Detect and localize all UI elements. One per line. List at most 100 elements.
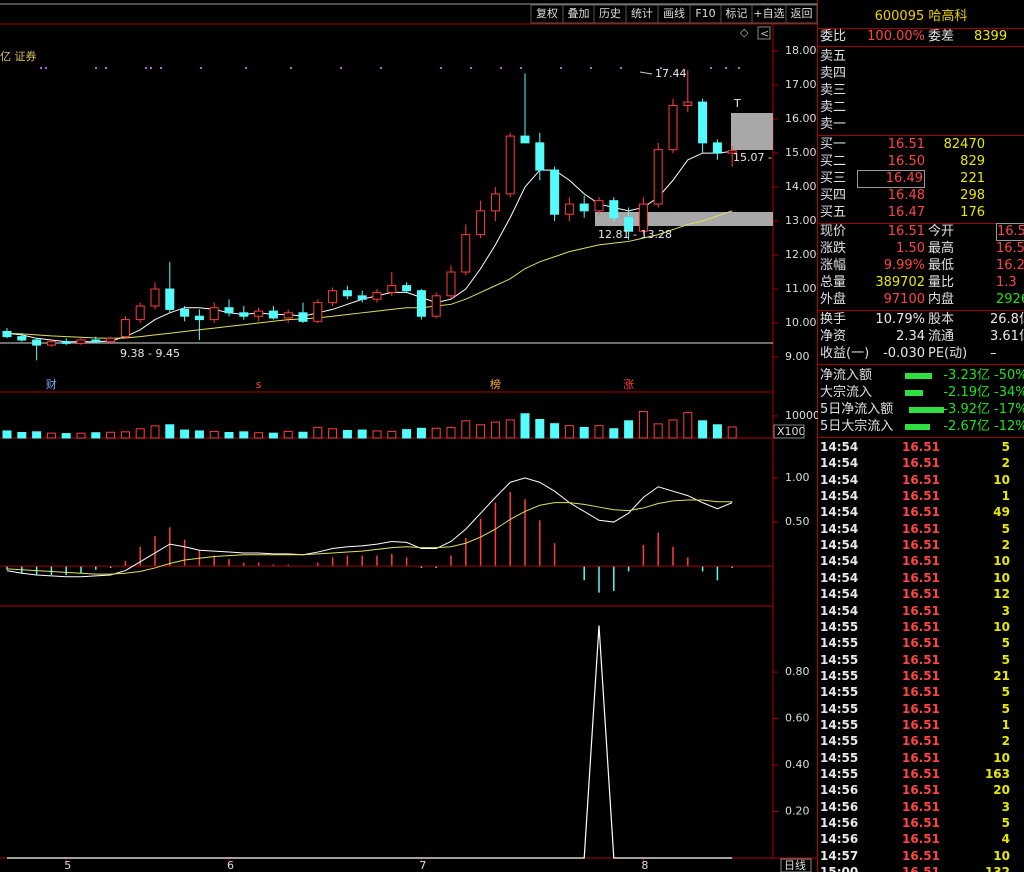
toolbar-button-label[interactable]: 复权 xyxy=(536,6,558,20)
event-marker[interactable]: 涨 xyxy=(623,378,634,391)
trade-volume: 10 xyxy=(993,554,1010,569)
trade-price: 16.51 xyxy=(902,619,940,634)
y-tick-label: 0.40 xyxy=(785,758,810,771)
candle-body xyxy=(268,310,278,319)
flow-label: 5日净流入额 xyxy=(820,402,894,417)
trade-time: 14:54 xyxy=(820,472,859,487)
event-marker[interactable]: s xyxy=(256,378,262,391)
candle-body xyxy=(668,104,678,151)
flow-value: -2.67亿 xyxy=(943,419,990,434)
candle-body xyxy=(579,203,589,212)
candle-body xyxy=(372,291,382,300)
volume-bar xyxy=(550,423,560,439)
toolbar-button-label[interactable]: 标记 xyxy=(726,6,748,20)
candle-body xyxy=(505,135,515,195)
toolbar-button-label[interactable]: +自选 xyxy=(753,7,784,20)
trade-time: 15:00 xyxy=(820,864,858,872)
volume-bar xyxy=(461,420,471,439)
trade-time: 14:54 xyxy=(820,570,859,585)
volume-bar xyxy=(505,419,515,439)
y-tick-label: 15.00 xyxy=(785,146,817,159)
toolbar-button-label[interactable]: F10 xyxy=(695,7,715,20)
volume-bar xyxy=(313,426,323,439)
candle-body xyxy=(550,169,560,215)
annotation: 17.44 xyxy=(655,67,687,80)
volume-bar xyxy=(698,420,708,439)
trade-time: 14:56 xyxy=(820,816,859,831)
x-tick-label: 7 xyxy=(419,859,426,872)
stat-value: 1.50 xyxy=(896,241,925,256)
separator xyxy=(818,135,1024,136)
event-dot xyxy=(500,67,502,69)
ask-label: 卖四 xyxy=(820,66,847,81)
trade-price: 16.51 xyxy=(902,521,940,536)
event-dot xyxy=(380,67,382,69)
separator xyxy=(818,364,1024,365)
separator xyxy=(818,223,1024,224)
trade-time: 14:54 xyxy=(820,587,859,602)
trade-price: 16.51 xyxy=(902,750,940,765)
y-tick-label: 11.00 xyxy=(785,282,817,295)
trade-price: 16.51 xyxy=(902,538,940,553)
trade-volume: 10 xyxy=(993,472,1010,487)
candle-body xyxy=(653,149,663,205)
candle-body xyxy=(387,285,397,293)
volume-bar xyxy=(268,432,278,439)
candle-body xyxy=(239,312,249,317)
volume-bar xyxy=(416,427,426,439)
collapse-button[interactable] xyxy=(757,26,771,40)
volume-bar xyxy=(17,431,27,439)
bid-label: 买四 xyxy=(820,188,847,203)
trade-time: 14:57 xyxy=(820,848,859,863)
trade-volume: 3 xyxy=(1001,603,1010,618)
toolbar-button[interactable] xyxy=(785,4,818,24)
flow-pct: -34% xyxy=(994,385,1024,400)
volume-bar xyxy=(712,424,722,439)
trade-price: 16.51 xyxy=(902,832,940,847)
candle-body xyxy=(165,288,175,310)
y-tick-label: 13.00 xyxy=(785,214,817,227)
period-box[interactable] xyxy=(780,858,812,872)
bid-label: 买五 xyxy=(820,205,847,220)
icon[interactable]: ◇ xyxy=(740,26,749,39)
y-tick-label: 17.00 xyxy=(785,78,817,91)
trade-price: 16.51 xyxy=(902,767,940,781)
toolbar-button-label[interactable]: 画线 xyxy=(663,6,685,20)
toolbar-button-label[interactable]: 历史 xyxy=(599,7,621,20)
volume-bar xyxy=(579,426,589,439)
line-series xyxy=(6,210,733,339)
stat-label: 最低 xyxy=(928,258,955,273)
trade-time: 14:54 xyxy=(820,505,859,520)
trade-volume: 10 xyxy=(993,570,1010,585)
candle-body xyxy=(2,331,12,338)
trade-price: 16.51 xyxy=(902,848,940,863)
toolbar-button-label[interactable]: 叠加 xyxy=(568,7,590,20)
candle-body xyxy=(46,341,56,346)
ask-label: 卖五 xyxy=(820,49,847,64)
candle-body xyxy=(254,310,264,317)
unit-box xyxy=(773,424,805,439)
volume-bar xyxy=(46,432,56,439)
stat-label: 今开 xyxy=(928,224,955,239)
y-tick-label: 16.00 xyxy=(785,112,817,125)
y-tick-label: 1.00 xyxy=(785,471,810,484)
toolbar-button-label[interactable]: 统计 xyxy=(631,7,653,20)
candle-body xyxy=(298,312,308,322)
event-marker[interactable]: 榜 xyxy=(490,377,501,391)
volume-bar xyxy=(106,431,116,439)
event-dot xyxy=(245,67,247,69)
event-marker[interactable]: 财 xyxy=(46,377,57,391)
bid-price: 16.50 xyxy=(887,154,925,169)
candle-body xyxy=(120,319,130,338)
trade-volume: 132 xyxy=(985,864,1010,872)
event-dot xyxy=(200,67,202,69)
toolbar-button-label[interactable]: 返回 xyxy=(791,7,813,20)
flow-pct: -12% xyxy=(994,419,1024,434)
period-label[interactable]: 日线 xyxy=(784,858,806,872)
candle-body xyxy=(135,305,145,321)
bid-volume: 298 xyxy=(960,188,985,203)
separator xyxy=(818,437,1024,438)
event-dot xyxy=(590,67,592,69)
y-tick-label: 10000 xyxy=(785,409,818,422)
stat-label: 现价 xyxy=(820,224,847,239)
